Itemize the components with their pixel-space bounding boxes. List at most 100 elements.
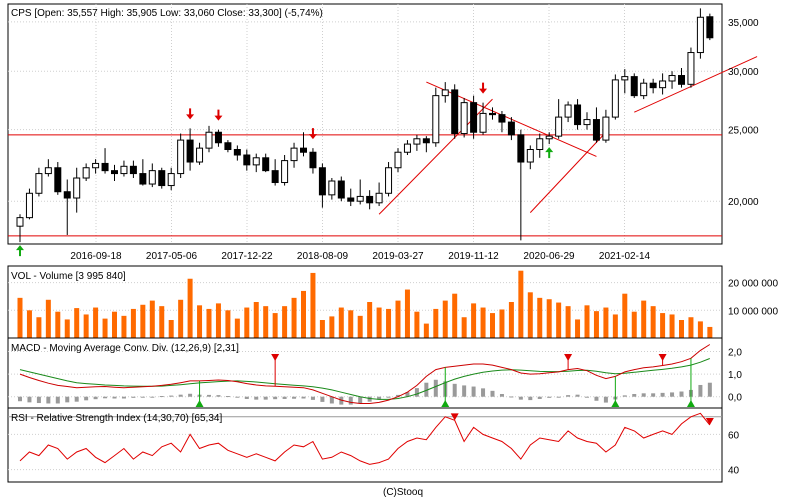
candle-body <box>129 165 137 175</box>
macd-buy-marker-icon <box>195 400 204 407</box>
price-candle <box>243 149 251 171</box>
macd-buy-marker-icon <box>686 400 695 407</box>
macd-histogram-bar <box>263 396 268 400</box>
volume-bar <box>36 317 42 338</box>
candle-body <box>243 154 251 166</box>
macd-histogram-bar <box>471 386 476 397</box>
macd-histogram-bar <box>670 392 675 397</box>
macd-histogram-bar <box>188 393 193 397</box>
macd-histogram-bar <box>65 396 70 403</box>
price-candle <box>309 148 317 174</box>
rsi-title: RSI - Relative Strength Index (14,30,70)… <box>11 413 222 424</box>
price-candle <box>318 163 326 208</box>
price-candle <box>347 188 355 207</box>
price-candle <box>498 110 506 133</box>
price-candle <box>611 74 619 120</box>
macd-histogram-bar <box>320 396 325 402</box>
macd-sell-marker-icon <box>564 354 573 361</box>
volume-bar <box>688 317 694 338</box>
macd-histogram-bar <box>622 395 627 397</box>
candle-body <box>167 173 175 187</box>
macd-histogram-bar <box>509 396 514 398</box>
price-candle <box>224 140 232 153</box>
candle-body <box>545 135 553 140</box>
price-candle <box>54 162 62 195</box>
candle-body <box>536 138 544 151</box>
volume-panel-frame <box>7 265 723 339</box>
volume-bar <box>178 299 184 338</box>
candle-body <box>318 167 326 196</box>
sell-arrow-icon <box>308 128 317 140</box>
volume-bar <box>584 305 590 338</box>
macd-histogram-bar <box>547 396 552 398</box>
volume-bar <box>669 314 675 338</box>
macd-histogram-bar <box>112 396 117 399</box>
candle-body <box>422 138 430 144</box>
price-candle <box>668 71 676 89</box>
macd-histogram-bar <box>377 396 382 400</box>
volume-bar <box>64 319 70 338</box>
candle-body <box>120 165 128 175</box>
price-candle <box>564 101 572 123</box>
candle-body <box>300 147 307 153</box>
volume-bar <box>707 326 713 338</box>
candle-body <box>394 151 402 169</box>
candle-body <box>44 167 52 175</box>
candle-body <box>583 119 591 126</box>
price-x-tick-label: 2017-05-06 <box>146 251 198 262</box>
candle-body <box>385 167 393 194</box>
candle-body <box>186 139 194 163</box>
candle-body <box>262 157 270 172</box>
price-candle <box>422 136 430 153</box>
price-candle <box>640 78 648 100</box>
macd-histogram-bar <box>74 396 79 402</box>
candle-body <box>602 116 610 141</box>
price-candle <box>16 214 24 243</box>
macd-y-ticks: 2,0 1,0 0,0 <box>728 348 742 404</box>
price-trend-line <box>634 56 758 113</box>
macd-histogram-bar <box>462 385 467 397</box>
macd-buy-marker-icon <box>441 400 450 407</box>
volume-bar <box>168 320 174 338</box>
candle-body <box>470 102 478 133</box>
macd-histogram-bar <box>103 396 108 399</box>
volume-bar <box>112 311 117 338</box>
candle-body <box>337 180 345 199</box>
volume-bar <box>433 308 439 338</box>
candle-body <box>706 16 714 39</box>
macd-histogram-bar <box>386 396 391 398</box>
candle-body <box>555 116 563 137</box>
candle-body <box>224 142 232 151</box>
rsi-y-ticks: 60 40 <box>728 430 740 476</box>
macd-histogram-bar <box>660 392 665 397</box>
volume-y-tick-label: 20 000 000 <box>728 279 778 290</box>
volume-bar <box>461 317 467 338</box>
candle-body <box>659 80 667 89</box>
candle-body <box>101 162 109 172</box>
price-y-tick-label: 25,000 <box>728 126 759 137</box>
macd-histogram-bar <box>594 396 599 401</box>
volume-panel: 20 000 000 10 000 000 VOL - Volume [3 995… <box>7 265 778 339</box>
price-x-tick-label: 2018-08-09 <box>297 251 349 262</box>
volume-bar <box>612 314 618 338</box>
price-x-tick-label: 2016-09-18 <box>70 251 122 262</box>
candle-body <box>214 131 222 144</box>
price-x-ticks: 2016-09-18 2017-05-06 2017-12-22 2018-08-09… <box>70 251 650 262</box>
candle-body <box>35 173 43 194</box>
candle-body <box>621 76 629 81</box>
volume-bar <box>244 307 250 338</box>
price-candle <box>300 132 307 157</box>
macd-lines <box>19 344 711 404</box>
price-candle <box>129 160 137 179</box>
price-candle <box>82 163 90 182</box>
candle-body <box>111 170 118 175</box>
candle-body <box>592 119 600 141</box>
macd-histogram-bar <box>358 396 363 404</box>
candle-body <box>640 82 648 97</box>
macd-histogram-bar <box>518 396 523 400</box>
candle-body <box>356 195 364 202</box>
price-candle <box>148 163 156 188</box>
volume-bar <box>631 311 637 338</box>
candle-body <box>148 170 156 185</box>
